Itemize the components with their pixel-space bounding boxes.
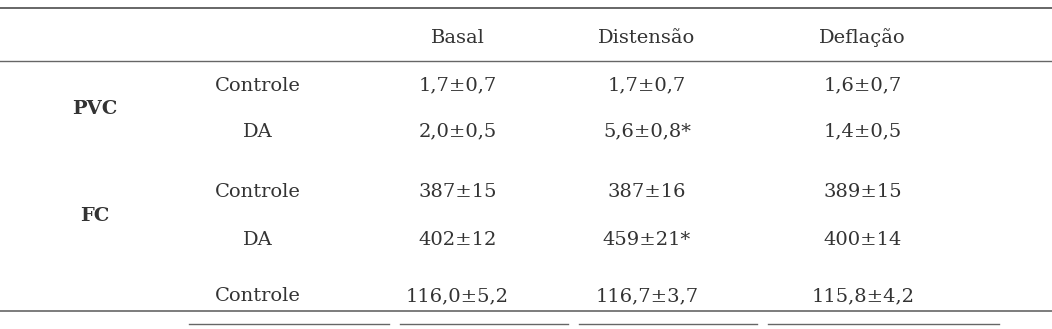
Text: 1,6±0,7: 1,6±0,7 xyxy=(824,77,902,94)
Text: 5,6±0,8*: 5,6±0,8* xyxy=(603,123,691,140)
Text: Controle: Controle xyxy=(215,287,301,305)
Text: 459±21*: 459±21* xyxy=(603,231,691,249)
Text: 387±15: 387±15 xyxy=(419,184,497,201)
Text: 115,8±4,2: 115,8±4,2 xyxy=(811,287,914,305)
Text: FC: FC xyxy=(80,207,109,225)
Text: DA: DA xyxy=(243,123,272,140)
Text: 1,7±0,7: 1,7±0,7 xyxy=(608,77,686,94)
Text: 400±14: 400±14 xyxy=(824,231,902,249)
Text: PVC: PVC xyxy=(72,100,118,117)
Text: 389±15: 389±15 xyxy=(824,184,902,201)
Text: Basal: Basal xyxy=(430,29,485,47)
Text: 1,4±0,5: 1,4±0,5 xyxy=(824,123,902,140)
Text: 116,0±5,2: 116,0±5,2 xyxy=(406,287,509,305)
Text: 116,7±3,7: 116,7±3,7 xyxy=(595,287,699,305)
Text: 2,0±0,5: 2,0±0,5 xyxy=(419,123,497,140)
Text: Deflação: Deflação xyxy=(820,28,906,47)
Text: DA: DA xyxy=(243,231,272,249)
Text: 387±16: 387±16 xyxy=(608,184,686,201)
Text: 402±12: 402±12 xyxy=(419,231,497,249)
Text: 1,7±0,7: 1,7±0,7 xyxy=(419,77,497,94)
Text: Controle: Controle xyxy=(215,77,301,94)
Text: Controle: Controle xyxy=(215,184,301,201)
Text: Distensão: Distensão xyxy=(599,29,695,47)
